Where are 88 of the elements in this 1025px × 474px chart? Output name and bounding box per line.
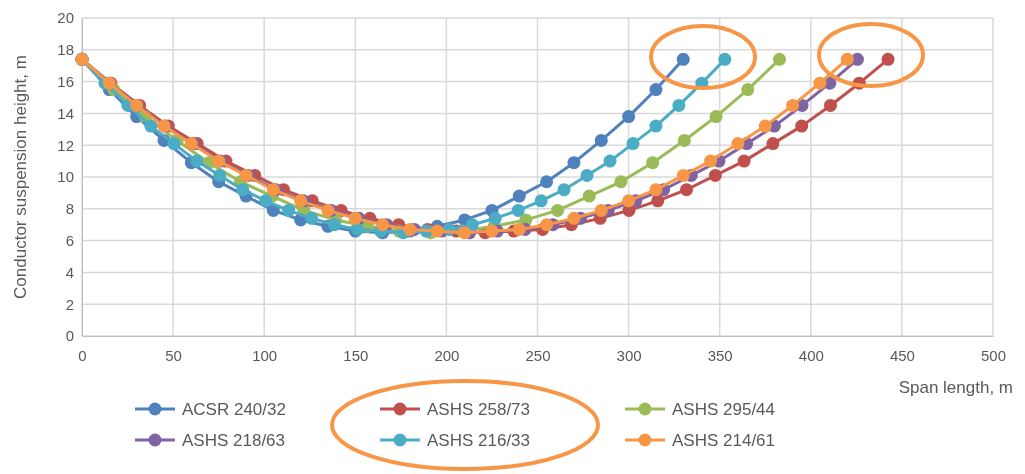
point — [603, 154, 617, 168]
x-tick-label: 300 — [616, 346, 642, 364]
x-tick-label: 350 — [707, 346, 733, 364]
point — [594, 203, 608, 217]
point — [582, 189, 596, 203]
x-tick-label: 50 — [165, 346, 182, 364]
point — [551, 203, 565, 217]
y-tick-label: 8 — [65, 200, 74, 218]
point — [430, 224, 444, 238]
y-tick-label: 12 — [57, 136, 74, 154]
point — [190, 154, 204, 168]
point — [594, 133, 608, 147]
point — [567, 156, 581, 170]
y-tick-label: 20 — [57, 9, 74, 27]
point — [709, 110, 723, 124]
legend-label: ASHS 258/73 — [427, 400, 531, 419]
y-axis-title: Conductor suspension height, m — [11, 55, 30, 299]
point — [512, 189, 526, 203]
point — [737, 154, 751, 168]
point — [622, 110, 636, 124]
point — [649, 119, 663, 133]
y-tick-label: 0 — [65, 327, 74, 345]
point — [540, 175, 554, 189]
point — [676, 168, 690, 182]
point — [465, 218, 479, 232]
legend-label: ASHS 216/33 — [427, 431, 531, 450]
point — [512, 222, 526, 236]
point — [704, 154, 718, 168]
point — [622, 194, 636, 208]
point — [646, 156, 660, 170]
point — [534, 194, 548, 208]
point — [772, 52, 786, 66]
x-axis-title: Span length, m — [898, 378, 1013, 397]
point — [823, 98, 837, 112]
legend-label: ACSR 240/32 — [182, 400, 286, 419]
point — [649, 183, 663, 197]
point — [305, 211, 319, 225]
point — [786, 98, 800, 112]
point — [259, 194, 273, 208]
point — [213, 168, 227, 182]
point — [741, 83, 755, 97]
x-tick-label: 400 — [798, 346, 824, 364]
point — [708, 168, 722, 182]
point — [731, 137, 745, 151]
y-tick-label: 4 — [65, 263, 74, 281]
point — [680, 183, 694, 197]
x-tick-label: 450 — [889, 346, 915, 364]
legend-label: ASHS 295/44 — [672, 400, 776, 419]
x-tick-label: 100 — [252, 346, 278, 364]
point — [511, 203, 525, 217]
point — [567, 211, 581, 225]
point — [795, 119, 809, 133]
point — [718, 52, 732, 66]
point — [614, 175, 628, 189]
y-tick-label: 6 — [65, 231, 74, 249]
point — [813, 76, 827, 90]
point — [328, 218, 342, 232]
x-tick-label: 500 — [980, 346, 1007, 364]
point — [677, 133, 691, 147]
y-tick-label: 2 — [65, 295, 74, 313]
y-tick-label: 16 — [57, 72, 74, 90]
point — [376, 218, 390, 232]
point — [540, 218, 554, 232]
legend-label: ASHS 214/61 — [672, 431, 776, 450]
point — [766, 137, 780, 151]
point — [649, 83, 663, 97]
point — [580, 168, 594, 182]
point — [672, 98, 686, 112]
y-tick-label: 18 — [57, 41, 74, 59]
y-tick-label: 14 — [57, 104, 74, 122]
point — [881, 52, 895, 66]
point — [840, 52, 854, 66]
point — [144, 119, 158, 133]
point — [282, 203, 296, 217]
legend-label: ASHS 218/63 — [182, 431, 286, 450]
x-tick-label: 150 — [343, 346, 369, 364]
point — [676, 52, 690, 66]
x-tick-label: 250 — [525, 346, 551, 364]
y-tick-label: 10 — [57, 168, 74, 186]
point — [626, 137, 640, 151]
point — [348, 211, 362, 225]
point — [167, 137, 181, 151]
point — [557, 183, 571, 197]
x-tick-label: 0 — [78, 346, 87, 364]
point — [651, 194, 665, 208]
x-tick-label: 200 — [434, 346, 460, 364]
point — [758, 119, 772, 133]
point — [236, 183, 250, 197]
